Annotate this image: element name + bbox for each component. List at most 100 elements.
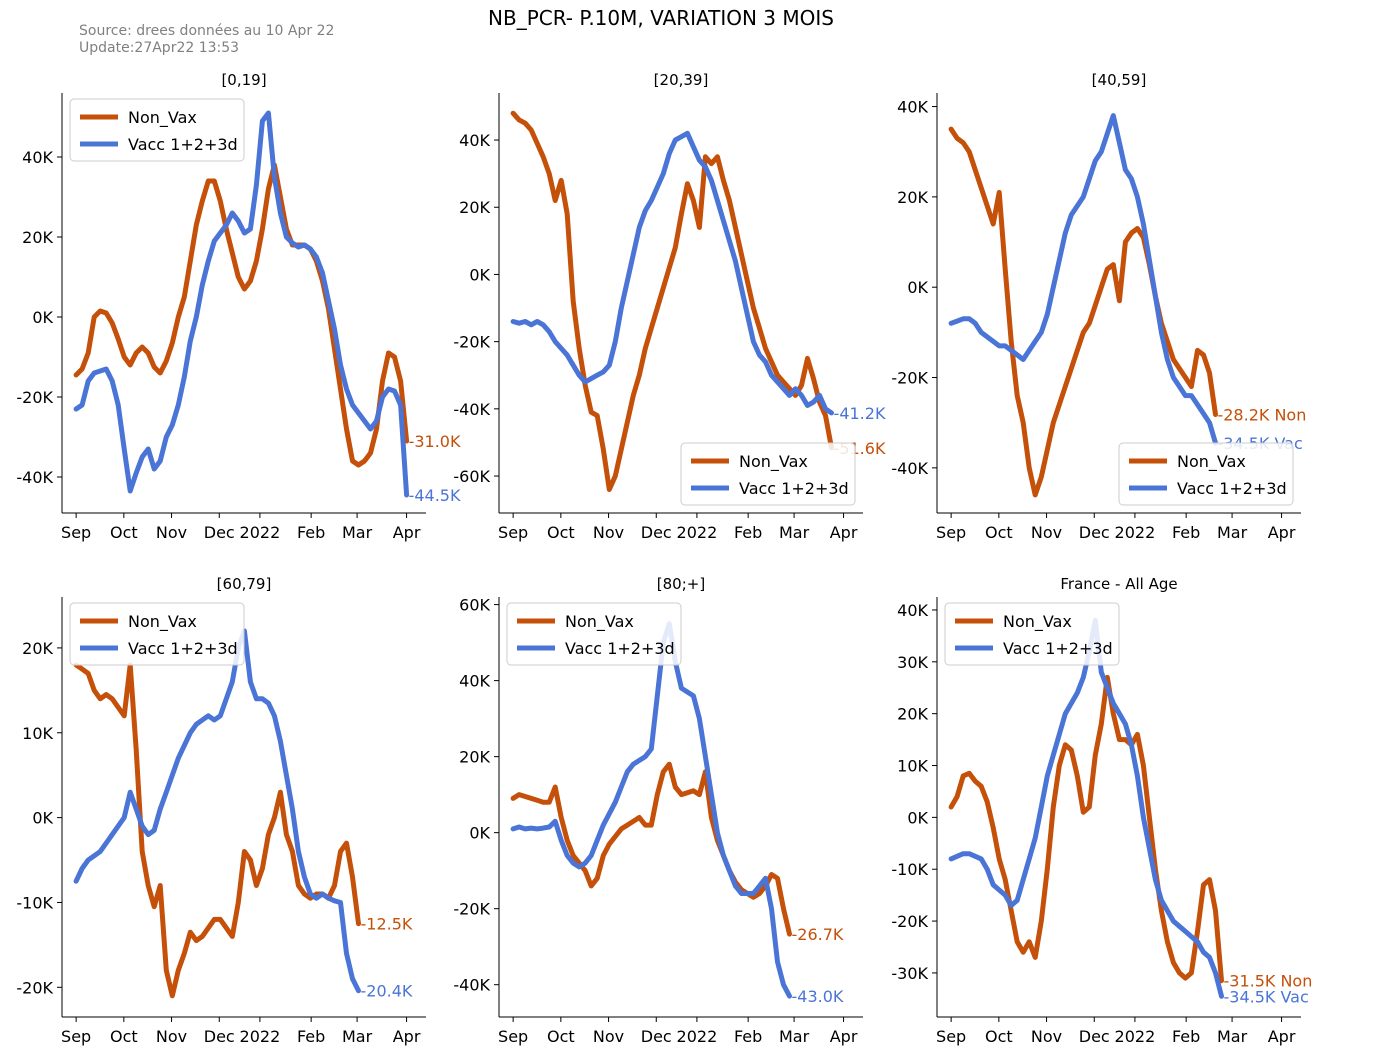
x-tick-label: Oct (547, 1027, 575, 1046)
y-tick-label: -20K (16, 978, 53, 997)
x-tick-label: Dec (641, 1027, 672, 1046)
y-tick-label: 20K (897, 705, 928, 724)
x-tick-label: Nov (1031, 1027, 1062, 1046)
y-tick-label: -60K (453, 467, 490, 486)
x-tick-label: Dec (641, 523, 672, 542)
y-tick-label: 20K (22, 639, 53, 658)
x-tick-label: Mar (342, 523, 373, 542)
legend-label: Vacc 1+2+3d (128, 135, 238, 154)
x-tick-label: Dec (204, 523, 235, 542)
subplot-title: [60,79] (217, 575, 272, 593)
subplot-1: [0,19] 40K 20K 0K -20K -40K Sep Oct Nov Dec 2022 Fe… (16, 71, 461, 542)
legend-label: Vacc 1+2+3d (128, 639, 238, 658)
end-value-label: -28.2K Non (1217, 406, 1306, 425)
y-tick-label: -20K (453, 900, 490, 919)
y-tick-label: -20K (891, 369, 928, 388)
series-line-vacc (510, 130, 834, 416)
x-tick-label: Apr (830, 523, 858, 542)
y-tick-label: -10K (16, 893, 53, 912)
end-value-label: -34.5K Vac (1223, 987, 1308, 1006)
series-line-vacc (73, 628, 361, 994)
end-value-label: -31.5K Non (1223, 972, 1312, 991)
series-line-non-vax (510, 761, 792, 937)
y-tick-label: 0K (32, 308, 53, 327)
end-value-label: -12.5K (361, 915, 413, 934)
x-tick-label: Nov (1031, 523, 1062, 542)
subplot-title: France - All Age (1060, 575, 1177, 593)
x-tick-label: 2022 (677, 1027, 718, 1046)
subplot-title: [40,59] (1092, 71, 1147, 89)
end-value-label: -31.0K (409, 432, 461, 451)
x-tick-label: Feb (734, 523, 762, 542)
x-tick-label: Nov (593, 1027, 624, 1046)
x-tick-label: Apr (1268, 1027, 1296, 1046)
y-tick-label: 0K (32, 809, 53, 828)
y-tick-label: 40K (897, 98, 928, 117)
x-tick-label: Feb (297, 523, 325, 542)
subplot-5: [80;+] 60K 40K 20K 0K -20K -40K Sep Oct Nov Dec 202… (453, 575, 863, 1046)
x-tick-label: Dec (1079, 1027, 1110, 1046)
x-tick-label: Apr (393, 1027, 421, 1046)
y-tick-label: 0K (469, 265, 490, 284)
y-tick-label: -40K (453, 400, 490, 419)
legend: Non_Vax Vacc 1+2+3d (69, 602, 245, 666)
subplot-4: [60,79] 20K 10K 0K -10K -20K Sep Oct Nov Dec 2022 F… (16, 575, 426, 1046)
y-tick-label: 40K (22, 148, 53, 167)
y-tick-label: 20K (459, 198, 490, 217)
x-tick-label: Feb (734, 1027, 762, 1046)
x-tick-label: Feb (297, 1027, 325, 1046)
x-tick-label: Mar (342, 1027, 373, 1046)
legend-label: Vacc 1+2+3d (739, 479, 849, 498)
x-tick-label: Oct (110, 1027, 138, 1046)
x-tick-label: Mar (1217, 523, 1248, 542)
legend-label: Non_Vax (565, 612, 634, 632)
x-tick-label: 2022 (1115, 523, 1156, 542)
end-value-label: -43.0K (791, 987, 843, 1006)
legend-label: Non_Vax (1177, 452, 1246, 472)
y-tick-label: 60K (459, 596, 490, 615)
source-note: Source: drees données au 10 Apr 22 (79, 23, 334, 39)
y-tick-label: 0K (469, 824, 490, 843)
x-tick-label: 2022 (677, 523, 718, 542)
end-value-label: -44.5K (409, 486, 461, 505)
y-tick-label: -40K (891, 459, 928, 478)
end-value-label: -20.4K (361, 982, 413, 1001)
y-tick-label: -10K (891, 860, 928, 879)
x-tick-label: Sep (498, 523, 528, 542)
series-line-vacc (73, 110, 410, 498)
subplot-grid: [0,19] 40K 20K 0K -20K -40K Sep Oct Nov Dec 2022 Fe… (16, 71, 1312, 1046)
x-tick-label: Apr (830, 1027, 858, 1046)
y-tick-label: -40K (16, 468, 53, 487)
legend: Non_Vax Vacc 1+2+3d (69, 98, 245, 162)
x-tick-label: Sep (61, 1027, 91, 1046)
series-line-non-vax (73, 162, 410, 468)
legend: Non_Vax Vacc 1+2+3d (506, 602, 682, 666)
x-tick-label: Sep (936, 1027, 966, 1046)
x-tick-label: Mar (779, 1027, 810, 1046)
legend: Non_Vax Vacc 1+2+3d (680, 442, 856, 506)
subplot-3: [40,59] 40K 20K 0K -20K -40K Sep Oct Nov Dec 2022 F… (891, 71, 1306, 542)
subplot-title: [20,39] (654, 71, 709, 89)
end-value-label: -41.2K (834, 404, 886, 423)
legend-label: Vacc 1+2+3d (1177, 479, 1287, 498)
legend-label: Non_Vax (128, 612, 197, 632)
legend-label: Non_Vax (739, 452, 808, 472)
subplot-6: France - All Age 40K 30K 20K 10K 0K -10K -20K -3… (891, 575, 1312, 1046)
series-line-vacc (948, 113, 1218, 446)
y-tick-label: 0K (907, 808, 928, 827)
y-tick-label: -30K (891, 964, 928, 983)
x-tick-label: Nov (156, 523, 187, 542)
legend: Non_Vax Vacc 1+2+3d (944, 602, 1120, 666)
series-line-vacc (510, 621, 792, 999)
y-tick-label: 40K (459, 672, 490, 691)
x-tick-label: Dec (1079, 523, 1110, 542)
series-line-non-vax (948, 126, 1218, 498)
series-line-non-vax (510, 110, 834, 492)
y-tick-label: -20K (891, 912, 928, 931)
y-tick-label: 20K (897, 188, 928, 207)
x-tick-label: Mar (779, 523, 810, 542)
x-tick-label: 2022 (240, 1027, 281, 1046)
x-tick-label: Sep (498, 1027, 528, 1046)
subplot-title: [0,19] (221, 71, 266, 89)
